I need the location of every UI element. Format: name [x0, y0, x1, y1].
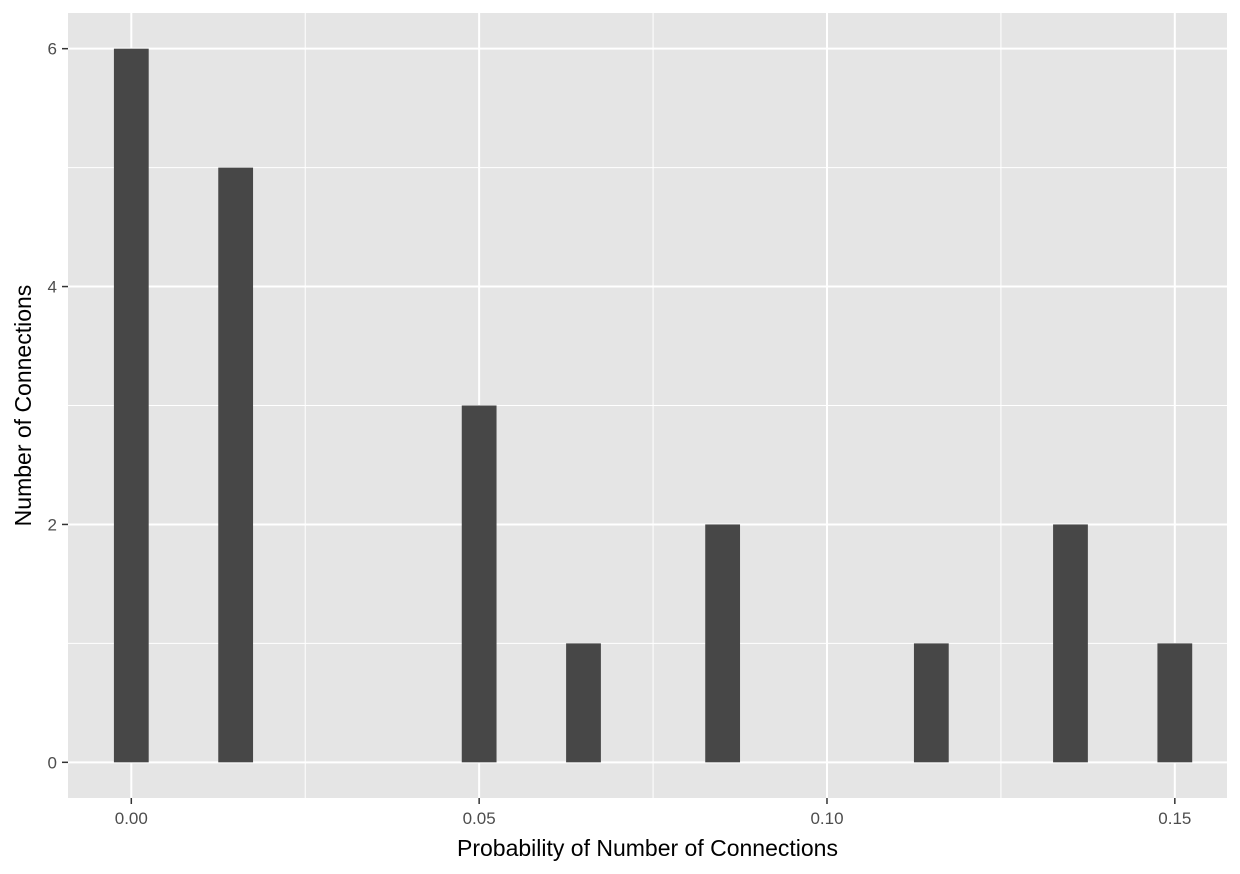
x-axis-title: Probability of Number of Connections: [457, 835, 838, 861]
bar: [218, 167, 254, 763]
bar: [705, 524, 741, 763]
y-tick-label: 2: [48, 515, 57, 534]
bar: [461, 405, 497, 763]
bar: [566, 643, 601, 763]
y-tick-label: 6: [48, 40, 57, 59]
bar: [113, 48, 149, 763]
x-tick-label: 0.00: [115, 809, 148, 828]
bars-group: [113, 48, 1193, 763]
minor-gridlines: [68, 13, 1227, 798]
x-axis: 0.00 0.05 0.10 0.15: [115, 798, 1191, 828]
y-tick-label: 4: [48, 278, 57, 297]
x-tick-label: 0.15: [1158, 809, 1191, 828]
y-axis: 0 2 4 6: [48, 40, 68, 772]
bar: [913, 643, 949, 763]
y-axis-title: Number of Connections: [10, 285, 36, 527]
x-tick-label: 0.10: [810, 809, 843, 828]
bar: [1157, 643, 1193, 763]
bar: [1053, 524, 1088, 763]
x-tick-label: 0.05: [463, 809, 496, 828]
y-tick-label: 0: [48, 753, 57, 772]
